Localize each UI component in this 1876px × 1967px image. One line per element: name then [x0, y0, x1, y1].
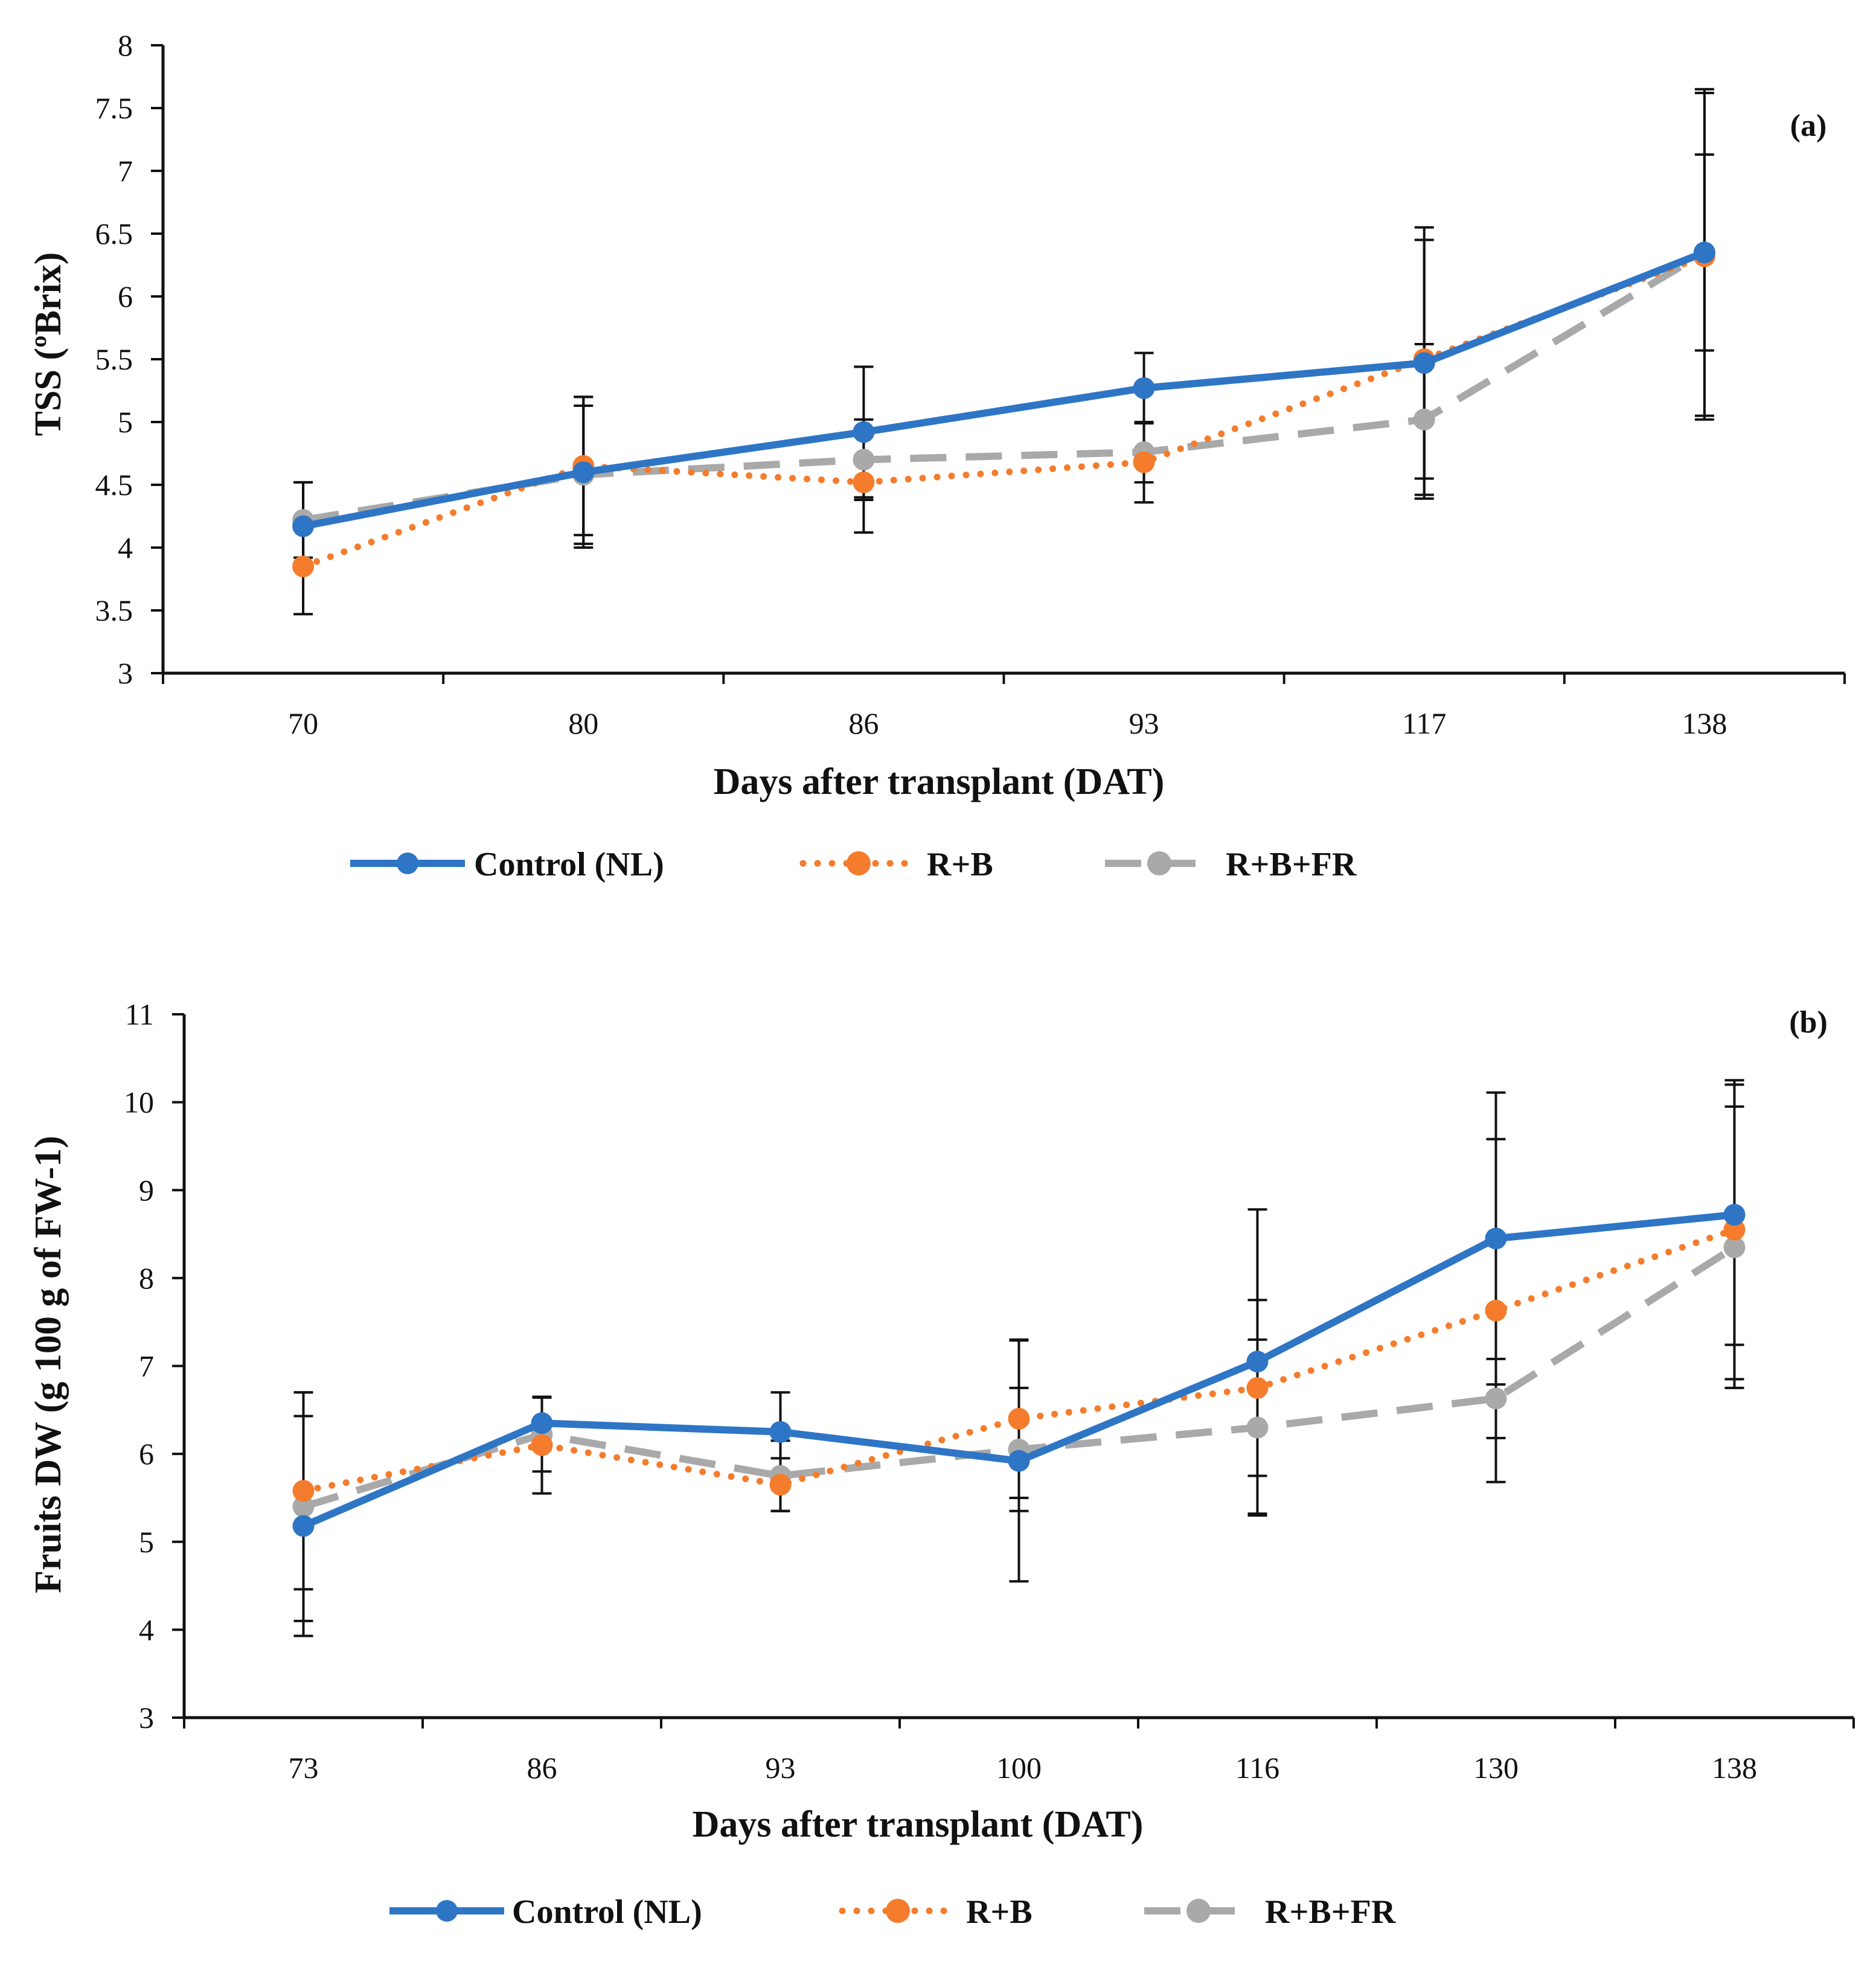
data-point-r-b-fr-b	[1246, 1416, 1269, 1439]
y-tick-label-b: 10	[124, 1086, 154, 1119]
data-point-r-b-a	[292, 555, 315, 578]
legend-label-rb-b: R+B	[966, 1893, 1032, 1931]
data-point-r-b-fr-b	[1485, 1387, 1507, 1410]
y-tick-label-a: 5	[118, 405, 133, 439]
chart-panel-b: (b) Fruits DW (g 100 g of FW-1) Days aft…	[28, 997, 1855, 1931]
x-tick-label-b: 93	[766, 1751, 796, 1785]
y-tick-label-b: 7	[139, 1349, 154, 1383]
legend-marker-control-b	[436, 1900, 458, 1922]
x-tick-label-a: 86	[848, 706, 879, 740]
panel-label-b: (b)	[1789, 1005, 1828, 1040]
x-tick-label-a: 117	[1402, 706, 1446, 740]
data-point-control-nl-a	[1693, 241, 1715, 264]
data-point-control-nl-b	[292, 1515, 315, 1537]
data-point-control-nl-a	[1413, 352, 1435, 374]
data-point-control-nl-b	[1723, 1204, 1746, 1226]
data-point-r-b-b	[531, 1434, 553, 1456]
legend-label-control-b: Control (NL)	[512, 1893, 702, 1931]
data-point-r-b-fr-b	[1723, 1236, 1746, 1258]
x-tick-label-b: 86	[527, 1751, 557, 1785]
data-point-r-b-b	[1246, 1377, 1269, 1399]
legend-label-rbfr-b: R+B+FR	[1265, 1893, 1396, 1931]
data-point-control-nl-a	[853, 421, 875, 443]
legend-marker-rb-b	[886, 1899, 910, 1923]
y-tick-label-b: 6	[139, 1437, 154, 1471]
legend-marker-rbfr-a	[1147, 851, 1171, 875]
x-tick-label-b: 116	[1235, 1751, 1279, 1785]
chart-panel-a: (a) TSS (ºBrix) Days after transplant (D…	[28, 28, 1846, 883]
data-point-control-nl-a	[292, 515, 315, 537]
x-axis-title-a: Days after transplant (DAT)	[714, 761, 1165, 802]
series-line-control-nl-a	[299, 249, 1708, 530]
data-point-r-b-b	[1485, 1299, 1507, 1322]
x-tick-label-b: 100	[996, 1751, 1042, 1785]
legend-marker-control-a	[397, 852, 418, 874]
x-tick-label-b: 73	[289, 1751, 319, 1785]
data-point-r-b-fr-a	[1413, 408, 1435, 430]
x-tick-label-a: 80	[568, 706, 598, 740]
y-axis-title-b: Fruits DW (g 100 g of FW-1)	[28, 1136, 69, 1593]
legend-marker-rb-a	[847, 851, 871, 875]
y-tick-label-b: 3	[139, 1701, 154, 1735]
y-tick-label-a: 7	[118, 154, 133, 188]
legend-label-rb-a: R+B	[927, 846, 993, 883]
x-tick-label-a: 138	[1682, 706, 1727, 740]
data-point-control-nl-a	[572, 461, 595, 484]
y-tick-label-b: 5	[139, 1525, 154, 1559]
data-point-r-b-b	[1723, 1218, 1746, 1241]
y-tick-label-a: 7.5	[95, 91, 133, 125]
legend-label-rbfr-a: R+B+FR	[1226, 846, 1357, 883]
data-point-r-b-a	[1133, 451, 1155, 473]
data-point-control-nl-b	[531, 1412, 553, 1434]
data-point-control-nl-b	[1485, 1227, 1507, 1250]
data-point-r-b-fr-a	[853, 449, 875, 471]
data-point-r-b-b	[1008, 1407, 1030, 1430]
legend-marker-rbfr-b	[1186, 1899, 1211, 1923]
x-tick-label-a: 93	[1129, 706, 1159, 740]
x-tick-label-a: 70	[288, 706, 318, 740]
legend-a: Control (NL) R+B R+B+FR	[350, 846, 1357, 883]
data-point-r-b-b	[769, 1474, 792, 1496]
x-tick-label-b: 130	[1473, 1751, 1519, 1785]
data-point-control-nl-b	[1008, 1450, 1030, 1472]
legend-label-control-a: Control (NL)	[474, 846, 664, 883]
y-tick-label-a: 4.5	[95, 468, 133, 502]
series-line-r-b-fr-a	[303, 249, 1706, 524]
y-tick-label-b: 4	[139, 1613, 154, 1646]
y-tick-label-a: 6.5	[95, 217, 133, 251]
data-point-r-b-fr-b	[292, 1495, 315, 1518]
data-point-control-nl-b	[1246, 1351, 1269, 1373]
y-tick-label-a: 3	[118, 656, 133, 690]
data-point-control-nl-a	[1133, 377, 1155, 399]
data-point-r-b-a	[853, 471, 875, 493]
data-point-r-b-b	[292, 1480, 315, 1502]
y-tick-label-a: 3.5	[95, 593, 133, 627]
data-point-control-nl-b	[769, 1421, 792, 1443]
legend-b: Control (NL) R+B R+B+FR	[389, 1893, 1396, 1931]
x-axis-title-b: Days after transplant (DAT)	[693, 1804, 1144, 1845]
y-tick-label-b: 8	[139, 1261, 154, 1295]
y-tick-label-a: 8	[118, 28, 133, 62]
y-tick-label-a: 5.5	[95, 342, 133, 376]
panel-label-a: (a)	[1790, 109, 1827, 143]
y-tick-label-a: 6	[118, 280, 133, 313]
y-tick-label-b: 11	[125, 997, 154, 1031]
x-tick-label-b: 138	[1712, 1751, 1757, 1785]
y-tick-label-a: 4	[118, 531, 133, 565]
y-axis-title-a: TSS (ºBrix)	[28, 252, 69, 437]
y-tick-label-b: 9	[139, 1173, 154, 1207]
